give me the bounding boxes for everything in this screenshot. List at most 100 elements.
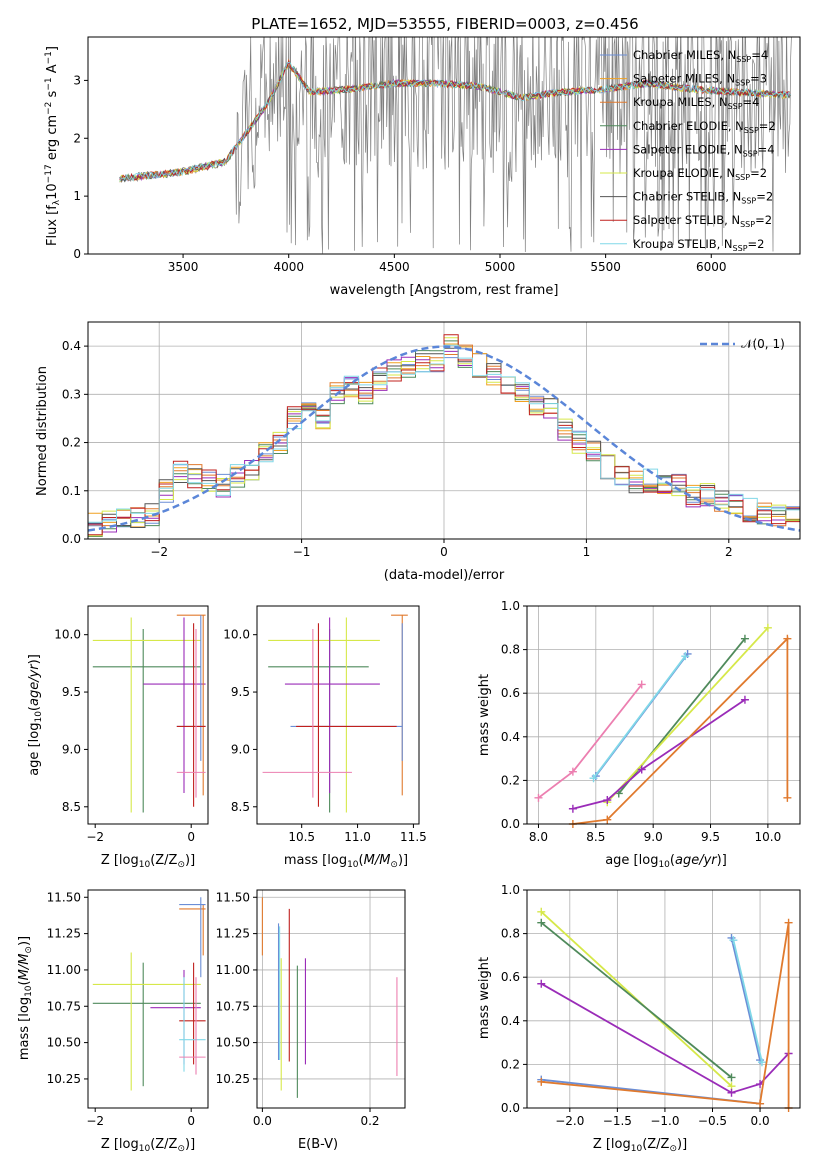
- series-line-7: [572, 636, 789, 825]
- y-tick-label: 0.0: [62, 532, 81, 546]
- point-marker: [740, 695, 749, 704]
- x-tick-label: 4000: [273, 260, 304, 274]
- x-tick-label: −1: [293, 545, 311, 559]
- point-marker: [784, 918, 793, 927]
- axes-frame: [256, 605, 420, 825]
- legend-subscript: SSP: [744, 126, 759, 135]
- x-tick-label: 5000: [485, 260, 516, 274]
- legend-label-9: Kroupa STELIB, NSSP=2: [633, 237, 764, 253]
- y-tick-label: 0.2: [501, 773, 520, 787]
- axes-frame: [526, 605, 801, 825]
- point-marker: [756, 1099, 765, 1108]
- legend-suffix: =2: [750, 166, 767, 180]
- y-tick-label: 10.75: [47, 999, 81, 1013]
- series-line-7: [541, 922, 790, 1108]
- point-marker: [783, 793, 792, 802]
- y-tick-label: 1.0: [501, 599, 520, 613]
- point-marker: [681, 652, 690, 661]
- y-tick-label: 1: [73, 189, 81, 203]
- y-tick-label: 10.25: [216, 1072, 250, 1086]
- point-marker: [757, 1058, 766, 1067]
- y-tick-label: 0: [73, 247, 81, 261]
- x-tick-label: −2: [86, 830, 104, 844]
- residuals-xlabel: (data-model)/error: [384, 568, 505, 583]
- panel-massweight-vs-age: 8.0 8.5 9.0 9.5 10.0 0.0 0.2 0.4 0.6 0.8 1.0: [501, 599, 801, 844]
- residual-histograms: [88, 334, 800, 537]
- series-line-3: [540, 982, 790, 1094]
- x-tick-label: 0: [187, 1114, 195, 1128]
- mw-z-ylabel: mass weight: [477, 957, 492, 1039]
- spectrum-ylabel: Flux [fλ10−17 erg cm−2 s−1 A−1]: [44, 46, 62, 246]
- y-tick-label: 0.8: [501, 643, 520, 657]
- legend-subscript: SSP: [740, 220, 755, 229]
- axes-frame: [87, 889, 209, 1109]
- panel-mass-vs-z: −2 0 10.25 10.50 10.75 11.00 11.25 11.50: [47, 889, 209, 1128]
- point-marker: [537, 907, 546, 916]
- point-marker: [603, 815, 612, 824]
- point-marker: [729, 936, 738, 945]
- residuals-legend: 𝒩(0, 1): [700, 337, 785, 351]
- y-tick-label: 0.2: [62, 436, 81, 450]
- y-tick-label: 11.50: [216, 890, 250, 904]
- legend-subscript: SSP: [736, 55, 751, 64]
- x-tick-label: 9.5: [701, 830, 720, 844]
- y-tick-label: 10.75: [216, 999, 250, 1013]
- legend-suffix: =2: [748, 237, 765, 251]
- point-marker: [568, 804, 577, 813]
- axes-frame: [87, 605, 209, 825]
- legend-subscript: SSP: [743, 149, 758, 158]
- y-tick-label: 0.6: [501, 970, 520, 984]
- y-tick-label: 10.0: [54, 628, 81, 642]
- point-marker: [568, 767, 577, 776]
- y-tick-label: 10.0: [223, 628, 250, 642]
- legend-label-5: Salpeter ELODIE, NSSP=4: [633, 142, 775, 158]
- x-tick-label: 4500: [379, 260, 410, 274]
- point-marker: [727, 1088, 736, 1097]
- panel-mass-vs-ebv: 0.0 0.2 10.25 10.50 10.75 11.00 11.25 11.50: [216, 889, 406, 1128]
- y-tick-label: 1.0: [501, 883, 520, 897]
- residuals-ylabel: Normed distribution: [35, 366, 50, 496]
- y-tick-label: 9.0: [231, 742, 250, 756]
- y-tick-label: 0.4: [62, 339, 81, 353]
- legend-subscript: SSP: [728, 102, 743, 111]
- legend-label-2: Salpeter MILES, NSSP=3: [633, 72, 767, 88]
- y-tick-label: 8.5: [231, 800, 250, 814]
- panel-massweight-vs-z: −2.0 −1.5 −1.0 −0.5 0.0 0.0 0.2 0.4 0.6 0.8 1.0: [501, 883, 801, 1128]
- point-marker: [537, 1077, 546, 1086]
- axes-frame: [256, 889, 406, 1109]
- massz-xlabel: Z [log10(Z/Z⊙)]: [101, 1137, 195, 1154]
- series-line-2: [540, 922, 733, 1079]
- x-tick-label: 0.0: [253, 1114, 272, 1128]
- x-tick-label: 8.0: [529, 830, 548, 844]
- point-marker: [763, 623, 772, 632]
- series-line-6: [732, 939, 763, 1063]
- agez-ylabel: age [log10(age/yr)]: [27, 654, 44, 776]
- y-tick-label: 0.0: [501, 817, 520, 831]
- x-tick-label: 9.0: [644, 830, 663, 844]
- x-tick-label: 0: [187, 830, 195, 844]
- y-tick-label: 0.1: [62, 484, 81, 498]
- spectrum-xlabel: wavelength [Angstrom, rest frame]: [330, 283, 559, 298]
- legend-label-8: Salpeter STELIB, NSSP=2: [633, 213, 772, 229]
- point-marker: [637, 765, 646, 774]
- point-marker: [589, 774, 598, 783]
- legend-suffix: =2: [756, 190, 773, 204]
- y-tick-label: 11.50: [47, 890, 81, 904]
- x-tick-label: 8.5: [586, 830, 605, 844]
- series-line-3: [592, 655, 687, 779]
- legend-suffix: =3: [750, 72, 767, 86]
- point-marker: [603, 796, 612, 805]
- y-tick-label: 10.50: [216, 1036, 250, 1050]
- series-line-5: [606, 627, 769, 803]
- legend-subscript: SSP: [733, 244, 748, 253]
- y-tick-label: 0.0: [501, 1101, 520, 1115]
- point-marker: [727, 1073, 736, 1082]
- legend-suffix: =4: [751, 48, 768, 62]
- normal-legend-label: 𝒩(0, 1): [741, 337, 785, 351]
- axes-frame: [526, 889, 801, 1109]
- x-tick-label: 0: [440, 545, 448, 559]
- x-tick-label: 0.2: [360, 1114, 379, 1128]
- agemass-xlabel: mass [log10(M/M⊙)]: [284, 853, 408, 870]
- legend-label-1: Chabrier MILES, NSSP=4: [633, 48, 768, 64]
